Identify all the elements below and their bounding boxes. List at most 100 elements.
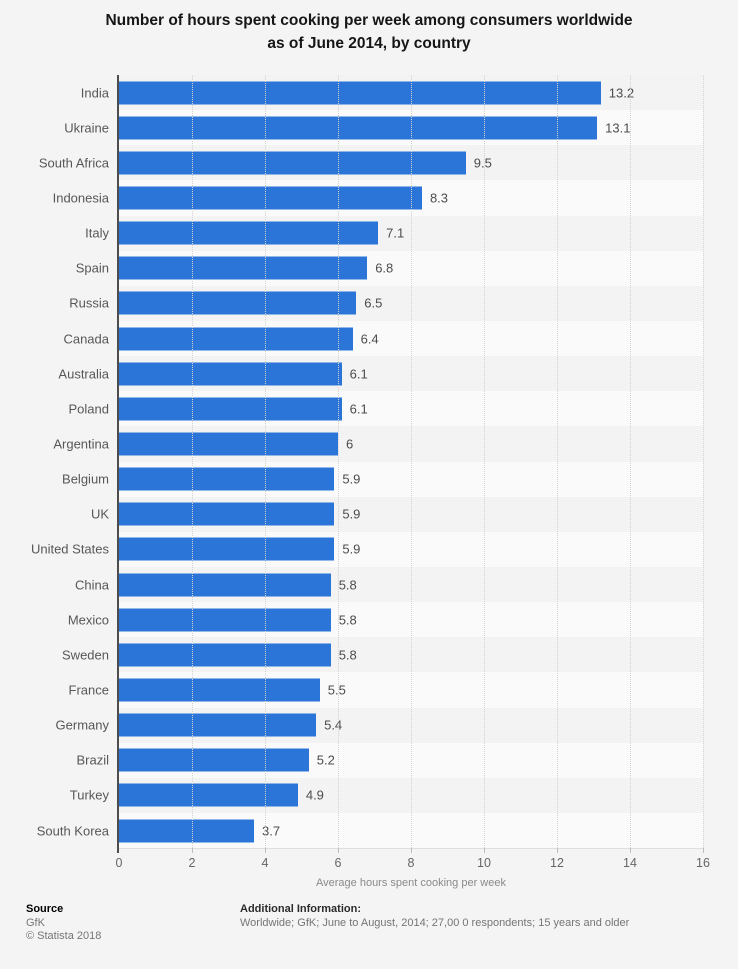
category-label: Sweden <box>62 647 109 663</box>
y-axis-line <box>117 75 119 853</box>
gridline <box>411 75 412 848</box>
chart-row: Indonesia 8.3 <box>53 180 703 216</box>
category-label: Indonesia <box>52 190 109 206</box>
x-tick-mark <box>265 848 266 853</box>
source-label: Source <box>26 903 64 915</box>
bar[interactable] <box>119 362 342 386</box>
gridline <box>703 75 704 848</box>
x-tick-mark <box>703 848 704 853</box>
category-label: Turkey <box>69 787 109 803</box>
gridline <box>557 75 558 848</box>
bar[interactable] <box>119 819 255 843</box>
x-tick-mark <box>192 848 193 853</box>
bar[interactable] <box>119 291 357 315</box>
value-label: 5.5 <box>327 682 346 698</box>
plot-area: India 13.2 Ukraine 13.1 South Africa 9.5 Indon… <box>31 75 710 889</box>
category-label: China <box>75 577 109 593</box>
x-tick-label: 14 <box>623 856 637 870</box>
value-label: 5.2 <box>316 752 335 768</box>
x-tick-label: 6 <box>334 856 342 870</box>
category-label: Canada <box>63 331 109 347</box>
x-tick-mark <box>338 848 339 853</box>
x-tick-label: 16 <box>696 856 710 870</box>
gridline <box>192 75 193 848</box>
bar[interactable] <box>119 116 598 140</box>
category-label: Mexico <box>67 612 109 628</box>
category-label: Argentina <box>53 436 109 452</box>
bar[interactable] <box>119 256 368 280</box>
bar[interactable] <box>119 397 342 421</box>
value-label: 6.8 <box>375 260 394 276</box>
gridline <box>484 75 485 848</box>
additional-info-block: Additional Information: Worldwide; GfK; … <box>240 903 629 930</box>
value-label: 5.9 <box>342 541 361 557</box>
bar[interactable] <box>119 573 331 597</box>
bar[interactable] <box>119 643 331 667</box>
gridline <box>630 75 631 848</box>
value-label: 4.9 <box>305 787 324 803</box>
bar-rows: India 13.2 Ukraine 13.1 South Africa 9.5 Indon… <box>31 75 703 849</box>
bar[interactable] <box>119 432 338 456</box>
bar[interactable] <box>119 327 353 351</box>
category-label: South Africa <box>38 155 109 171</box>
source-block: Source GfK © Statista 2018 <box>26 903 101 944</box>
value-label: 7.1 <box>386 225 405 241</box>
category-label: UK <box>90 506 109 522</box>
bar[interactable] <box>119 537 335 561</box>
value-label: 5.8 <box>338 612 357 628</box>
bar[interactable] <box>119 221 379 245</box>
category-label: France <box>68 682 109 698</box>
value-label: 5.9 <box>342 471 361 487</box>
chart-row: France 5.5 <box>69 672 703 708</box>
bar[interactable] <box>119 502 335 526</box>
x-tick-label: 4 <box>261 856 269 870</box>
category-label: Russia <box>69 295 109 311</box>
category-label: Italy <box>85 225 109 241</box>
category-label: United States <box>30 541 109 557</box>
bar[interactable] <box>119 608 331 632</box>
value-label: 6.4 <box>360 331 379 347</box>
category-label: Australia <box>58 366 109 382</box>
bar[interactable] <box>119 713 317 737</box>
category-label: South Korea <box>36 823 109 839</box>
category-label: Brazil <box>76 752 109 768</box>
additional-info-value: Worldwide; GfK; June to August, 2014; 27… <box>240 916 630 929</box>
x-tick-label: 2 <box>188 856 196 870</box>
x-tick-label: 8 <box>407 856 415 870</box>
copyright-notice: © Statista 2018 <box>26 930 102 942</box>
additional-info-label: Additional Information: <box>240 903 361 915</box>
category-label: Germany <box>55 717 109 733</box>
category-label: Ukraine <box>64 120 109 136</box>
value-label: 6.1 <box>349 401 368 417</box>
category-label: Spain <box>75 260 109 276</box>
gridline <box>338 75 339 848</box>
value-label: 6 <box>346 436 354 452</box>
bar[interactable] <box>119 151 466 175</box>
value-label: 13.1 <box>605 120 631 136</box>
bar[interactable] <box>119 748 309 772</box>
value-label: 8.3 <box>429 190 449 206</box>
x-tick-mark <box>411 848 412 853</box>
bar[interactable] <box>119 678 320 702</box>
value-label: 5.4 <box>324 717 343 733</box>
x-tick-mark <box>557 848 558 853</box>
bar[interactable] <box>119 783 298 807</box>
value-label: 3.7 <box>262 823 281 839</box>
value-label: 13.2 <box>608 85 635 101</box>
value-label: 5.9 <box>342 506 361 522</box>
bar[interactable] <box>119 186 422 210</box>
value-label: 5.8 <box>338 577 357 593</box>
category-label: Poland <box>68 401 109 417</box>
chart-title-text: Number of hours spent cooking per week a… <box>105 12 633 52</box>
bar[interactable] <box>119 467 335 491</box>
category-label: India <box>80 85 109 101</box>
value-label: 9.5 <box>473 155 492 171</box>
x-tick-label: 12 <box>550 856 564 870</box>
x-tick-mark <box>484 848 485 853</box>
gridline <box>265 75 266 848</box>
chart-title: Number of hours spent cooking per week a… <box>0 9 738 55</box>
bar[interactable] <box>119 81 601 105</box>
x-tick-mark <box>630 848 631 853</box>
value-label: 6.5 <box>364 295 383 311</box>
